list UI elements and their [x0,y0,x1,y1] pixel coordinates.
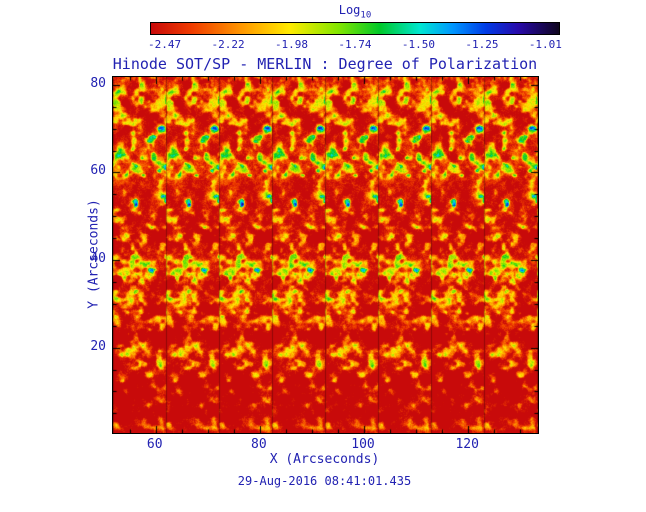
colorbar-label: Log10 [150,3,560,20]
colorbar-tick: -2.47 [148,38,182,51]
chart-title: Hinode SOT/SP - MERLIN : Degree of Polar… [112,55,538,73]
colorbar-gradient [150,22,560,35]
y-tick-label: 40 [90,251,106,267]
y-tick-label: 60 [90,163,106,179]
heatmap-canvas [113,77,538,433]
y-tick-label: 20 [90,338,106,354]
colorbar-tick: -1.50 [401,38,435,51]
y-tick-label: 80 [90,75,106,91]
colorbar-tick: -1.98 [274,38,309,51]
colorbar-tick: -2.22 [211,38,245,51]
colorbar-tick-labels: -2.47 -2.22 -1.98 -1.74 -1.50 -1.25 -1.0… [148,38,562,51]
x-tick-label: 60 [146,437,163,452]
timestamp: 29-Aug-2016 08:41:01.435 [237,474,412,488]
x-tick-label: 80 [251,437,267,452]
colorbar-tick: -1.01 [528,38,562,51]
x-tick-label: 100 [351,437,375,452]
x-tick-label: 120 [455,437,479,452]
x-axis-label: X (Arcseconds) [269,452,380,467]
colorbar-tick: -1.74 [338,38,372,51]
colorbar-label-sub: 10 [360,10,372,21]
colorbar-tick: -1.25 [465,38,499,51]
colorbar-label-base: Log [338,3,361,17]
plot-area [112,76,539,434]
